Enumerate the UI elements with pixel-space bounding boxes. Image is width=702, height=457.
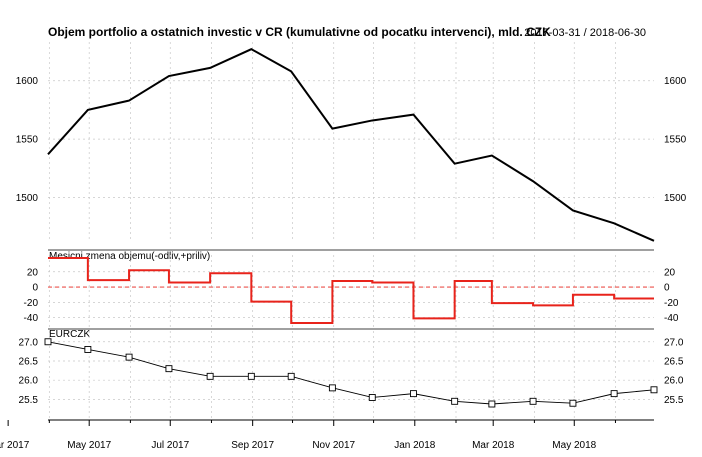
y-tick-label-right: 1600 (664, 76, 687, 87)
eurczk-point (569, 399, 577, 407)
y-tick-label-right: -20 (664, 298, 679, 309)
y-tick-label-left: 25.5 (19, 395, 39, 406)
x-tick-label: May 2017 (67, 440, 111, 451)
y-tick-label-left: 1500 (16, 193, 39, 204)
x-tick-label: Nov 2017 (312, 440, 355, 451)
y-tick-label-left: -40 (24, 313, 39, 324)
y-tick-label-right: 27.0 (664, 337, 684, 348)
y-tick-label-right: -40 (664, 313, 679, 324)
y-tick-label-left: 27.0 (19, 337, 39, 348)
y-tick-label-right: 26.5 (664, 356, 684, 367)
series-layer (44, 48, 658, 408)
eurczk-point (328, 384, 336, 392)
y-tick-label-left: -20 (24, 298, 39, 309)
eurczk-point (488, 400, 496, 408)
eurczk-point (451, 397, 459, 405)
y-tick-label-left: 20 (27, 267, 39, 278)
y-tick-label-right: 20 (664, 267, 676, 278)
eurczk-point (165, 365, 173, 373)
eurczk-point (410, 390, 417, 398)
y-tick-label-left: 1550 (16, 135, 39, 146)
eurczk-point (650, 386, 658, 394)
y-tick-label-right: 1550 (664, 135, 687, 146)
y-tick-label-right: 0 (664, 283, 670, 294)
chart-title: Objem portfolio a ostatnich investic v C… (48, 25, 551, 39)
x-tick-label: Sep 2017 (231, 440, 274, 451)
eurczk-point (84, 346, 92, 353)
eurczk-label: EURCZK (49, 329, 90, 340)
y-tick-label-left: 0 (32, 283, 38, 294)
eurczk-series-line (47, 341, 655, 405)
eurczk-point (44, 338, 52, 346)
x-tick-label: Mar 2018 (472, 440, 515, 451)
eurczk-point (287, 372, 295, 380)
grid-layer (48, 42, 654, 420)
portfolio-cumulative-series-line (47, 48, 655, 242)
eurczk-point (368, 394, 376, 401)
monthly-change-label: Mesicni zmena objemu(-odliv,+priliv) (49, 251, 210, 262)
monthly-change-series-line (48, 257, 654, 324)
y-tick-label-left: 1600 (16, 76, 39, 87)
y-tick-label-right: 26.0 (664, 376, 684, 387)
eurczk-point (206, 372, 214, 380)
x-tick-label: Mar 2017 (0, 440, 30, 451)
date-range: 2017-03-31 / 2018-06-30 (524, 27, 646, 39)
y-tick-label-left: 26.0 (19, 376, 39, 387)
eurczk-point (529, 397, 537, 405)
eurczk-point (125, 353, 133, 361)
y-tick-label-left: 26.5 (19, 356, 39, 367)
x-tick-label: May 2018 (552, 440, 596, 451)
x-tick-label: Jul 2017 (151, 440, 189, 451)
axes-layer: Mar 2017 May 2017 Jul 2017 Sep 2017 Nov 2017… (0, 76, 687, 451)
eurczk-point (610, 390, 618, 398)
x-tick-label: Jan 2018 (394, 440, 436, 451)
y-tick-label-right: 1500 (664, 193, 687, 204)
y-tick-label-right: 25.5 (664, 395, 684, 406)
eurczk-point (247, 372, 255, 380)
